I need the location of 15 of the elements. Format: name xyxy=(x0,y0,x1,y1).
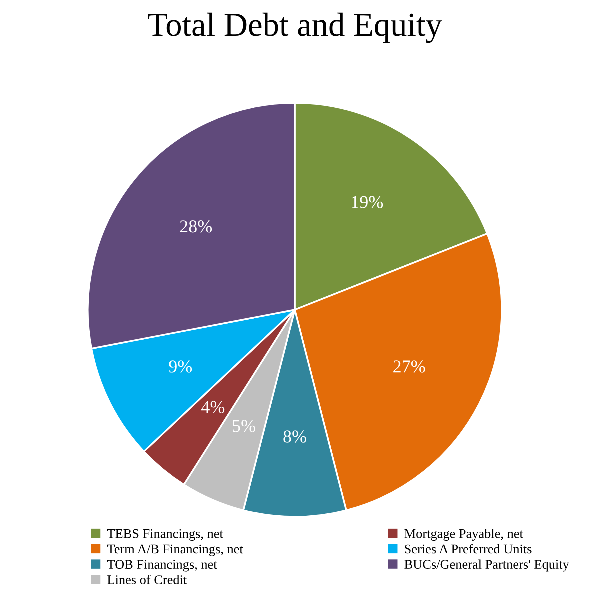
data-label: 5% xyxy=(233,420,256,432)
data-label: 28% xyxy=(180,220,212,233)
legend-label: BUCs/General Partners' Equity xyxy=(404,560,570,572)
legend-label: Series A Preferred Units xyxy=(405,544,532,554)
data-label: 9% xyxy=(169,360,192,373)
data-label: 8% xyxy=(284,430,306,443)
data-label: 27% xyxy=(394,360,426,373)
legend-label: TEBS Financings, net xyxy=(107,529,224,542)
legend-label: Lines of Credit xyxy=(108,575,188,584)
legend-label: TOB Financings, net xyxy=(107,560,218,572)
data-label: 4% xyxy=(202,401,225,414)
data-label: 19% xyxy=(352,196,384,208)
legend-label: Term A/B Financings, net xyxy=(107,544,244,556)
chart-title: Total Debt and Equity xyxy=(148,12,442,44)
legend-label: Mortgage Payable, net xyxy=(404,529,524,542)
